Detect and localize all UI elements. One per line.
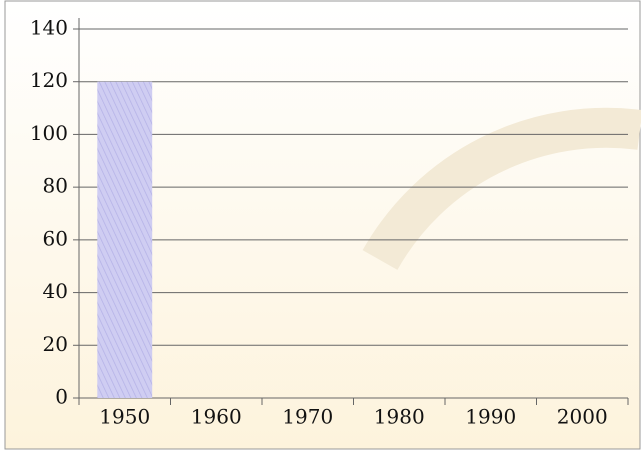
y-tick-label: 40 [43, 279, 68, 303]
watermark [362, 107, 641, 271]
y-tick-label: 20 [43, 332, 68, 356]
y-tick-label: 60 [43, 226, 68, 250]
x-tick-label: 1960 [191, 405, 242, 429]
y-tick-label: 120 [30, 68, 68, 92]
x-tick-label: 1950 [99, 405, 150, 429]
x-tick-label: 1970 [282, 405, 333, 429]
bar [97, 81, 153, 398]
y-tick-label: 140 [30, 16, 68, 40]
x-tick-label: 1980 [374, 405, 425, 429]
x-tick-label: 2000 [557, 405, 608, 429]
y-tick-label: 80 [43, 174, 68, 198]
x-tick-label: 1990 [465, 405, 516, 429]
y-tick-label: 100 [30, 121, 68, 145]
y-tick-label: 0 [55, 385, 68, 409]
